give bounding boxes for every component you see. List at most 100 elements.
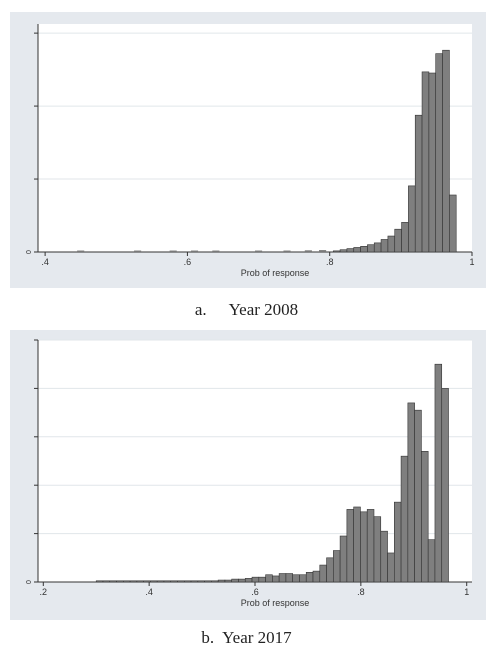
histogram-bar <box>190 580 199 583</box>
histogram-bar <box>339 535 348 583</box>
histogram-bar <box>224 579 233 583</box>
histogram-bar <box>134 250 142 252</box>
histogram-bar <box>231 578 239 583</box>
x-tick-label: 1 <box>469 257 474 267</box>
histogram-bar <box>326 557 334 583</box>
histogram-bar <box>353 506 361 583</box>
histogram-bar <box>244 578 253 583</box>
y-tick-label: 0 <box>26 580 33 584</box>
histogram-bar <box>143 580 151 583</box>
histogram-bar <box>217 579 226 583</box>
histogram-bar <box>238 578 246 583</box>
x-axis-label: Prob of response <box>241 598 310 608</box>
y-tick-label: 0 <box>26 250 33 254</box>
histogram-bar <box>400 455 409 583</box>
histogram-bar <box>285 573 293 583</box>
histogram-bar <box>129 580 138 583</box>
caption-letter: a. <box>194 300 207 319</box>
histogram-panel-2017: 0 .2 .4 .6 .8 1 Prob of response <box>10 330 486 620</box>
histogram-bar <box>441 388 449 583</box>
histogram-bar <box>339 249 348 253</box>
histogram-bar <box>360 246 368 253</box>
histogram-bar <box>380 239 389 253</box>
histogram-bar <box>156 580 165 583</box>
histogram-bar <box>319 250 327 252</box>
caption-2017: b. Year 2017 <box>0 628 493 648</box>
histogram-bar <box>102 580 111 583</box>
histogram-bar <box>212 250 220 252</box>
histogram-bar <box>435 53 443 253</box>
x-tick-label: .8 <box>357 587 365 597</box>
histogram-bar <box>449 194 457 253</box>
histogram-bar <box>170 580 178 583</box>
histogram-bar <box>136 580 144 583</box>
caption-text: Year 2017 <box>222 628 292 647</box>
histogram-bar <box>292 574 300 583</box>
histogram-bar <box>177 580 185 583</box>
histogram-bar <box>428 72 437 253</box>
histogram-bar <box>204 580 212 583</box>
histogram-bar <box>360 511 368 583</box>
histogram-bar <box>197 580 205 583</box>
histogram-bar <box>278 573 287 583</box>
histogram-bar <box>183 580 192 583</box>
histogram-bar <box>401 222 409 253</box>
histogram-bar <box>407 402 415 583</box>
histogram-bar <box>169 250 177 252</box>
x-tick-label: .6 <box>251 587 259 597</box>
histogram-bar <box>373 242 382 253</box>
histogram-bar <box>408 185 416 253</box>
histogram-bar <box>251 576 260 583</box>
histogram-bar <box>394 228 402 253</box>
x-tick-label: .8 <box>326 257 334 267</box>
caption-2008: a. Year 2008 <box>0 300 493 320</box>
histogram-bar <box>380 530 388 583</box>
histogram-bar <box>434 363 443 583</box>
histogram-bar <box>373 516 382 583</box>
x-tick-label: .4 <box>145 587 153 597</box>
x-axis-label: Prob of response <box>241 268 310 278</box>
histogram-bar <box>283 250 291 252</box>
histogram-bar <box>442 49 450 253</box>
x-tick-label: .6 <box>184 257 192 267</box>
histogram-bar <box>305 572 314 583</box>
histogram-bar <box>387 552 395 583</box>
histogram-2017: 0 .2 .4 .6 .8 1 Prob of response <box>26 339 472 608</box>
histogram-bar <box>427 539 436 583</box>
histogram-bar <box>150 580 158 583</box>
histogram-bar <box>77 250 85 252</box>
histogram-bar <box>304 250 312 252</box>
histogram-2008: 0 .4 .6 .8 1 Prob of response <box>26 24 475 278</box>
histogram-bar <box>255 250 263 252</box>
histogram-bar <box>414 409 422 583</box>
histogram-bar <box>319 564 327 583</box>
histogram-bar <box>421 451 429 583</box>
histogram-bar <box>258 576 266 583</box>
histogram-bar <box>312 570 321 583</box>
histogram-bar <box>366 509 375 583</box>
caption-text: Year 2008 <box>228 300 299 319</box>
histogram-bar <box>394 501 402 583</box>
histogram-bar <box>272 575 280 583</box>
x-tick-label: .2 <box>40 587 48 597</box>
histogram-bar <box>333 550 341 583</box>
histogram-bar <box>123 580 131 583</box>
histogram-bar <box>367 244 375 253</box>
x-tick-label: 1 <box>464 587 469 597</box>
histogram-bar <box>190 250 199 252</box>
histogram-bar <box>346 248 355 253</box>
histogram-bar <box>421 71 430 253</box>
histogram-panel-2008: 0 .4 .6 .8 1 Prob of response <box>10 12 486 288</box>
histogram-bar <box>332 250 341 253</box>
x-tick-label: .4 <box>41 257 49 267</box>
histogram-bar <box>116 580 124 583</box>
histogram-bar <box>109 580 117 583</box>
histogram-bar <box>353 247 361 253</box>
histogram-bar <box>414 114 423 253</box>
histogram-bar <box>346 509 354 583</box>
histogram-bar <box>95 580 104 583</box>
histogram-bar <box>299 574 307 583</box>
histogram-bar <box>211 580 219 583</box>
caption-letter: b. <box>201 628 215 647</box>
histogram-bar <box>387 235 396 253</box>
